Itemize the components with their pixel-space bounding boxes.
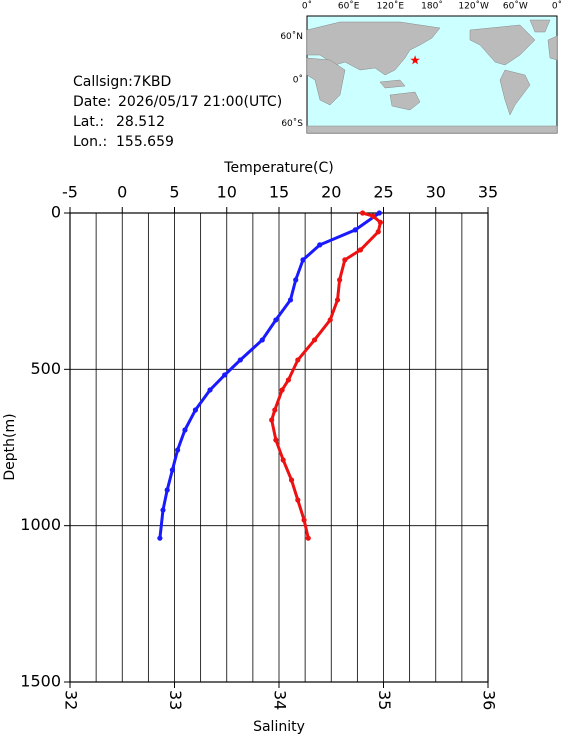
y-label: Depth(m) xyxy=(2,413,18,480)
profile-point xyxy=(288,477,295,483)
map xyxy=(306,15,558,134)
lon-label: Lon.: xyxy=(73,134,107,150)
y-tick-label: 1000 xyxy=(20,515,61,534)
x-tick-label: 36 xyxy=(480,690,499,710)
x-tick-label: 33 xyxy=(166,690,185,710)
x2-tick-label: 25 xyxy=(373,183,393,202)
profile-point xyxy=(300,257,306,263)
map-lon-label: 120˚W xyxy=(458,1,489,12)
profile-point xyxy=(279,387,285,393)
x2-tick-label: 20 xyxy=(321,183,341,202)
map-lon-label: 0˚ xyxy=(552,1,562,12)
lon: 155.659 xyxy=(116,134,174,150)
profile-point xyxy=(375,229,381,235)
x2-tick-label: 15 xyxy=(269,183,289,202)
profile-point xyxy=(273,437,279,443)
x2-tick-label: 10 xyxy=(217,183,237,202)
profile-point xyxy=(370,213,376,219)
profile-point xyxy=(259,337,265,343)
profile-point xyxy=(237,357,243,363)
lat-label: Lat.: xyxy=(73,114,104,130)
x-tick-label: 35 xyxy=(375,690,394,710)
profile-point xyxy=(272,407,278,413)
x-tick-label: 34 xyxy=(271,690,290,710)
map-lon-label: 180˚ xyxy=(421,1,443,12)
profile-point xyxy=(285,377,292,383)
profile-point xyxy=(357,247,364,253)
profile-point xyxy=(293,277,299,283)
x2-tick-label: 0 xyxy=(117,183,127,202)
profile-point xyxy=(337,277,343,283)
x2-tick-label: 5 xyxy=(169,183,179,202)
x2-tick-label: -5 xyxy=(62,183,78,202)
profile-point xyxy=(334,297,341,303)
map-lon-label: 60˚E xyxy=(338,1,360,12)
profile-point xyxy=(269,417,275,423)
profile-point xyxy=(160,507,166,513)
profile-point xyxy=(169,467,176,473)
profile-point xyxy=(182,427,188,433)
x-tick-label: 32 xyxy=(62,690,81,710)
map-lon-label: 120˚E xyxy=(377,1,405,12)
map-lon-label: 0˚ xyxy=(302,1,312,12)
map-lat-label: 60˚S xyxy=(281,118,303,129)
profile-point xyxy=(305,535,311,541)
profile-point xyxy=(192,407,198,413)
profile-point xyxy=(295,357,301,363)
date: 2026/05/17 21:00(UTC) xyxy=(118,94,282,110)
y-tick-label: 0 xyxy=(51,203,61,222)
x2-label: Temperature(C) xyxy=(223,160,333,176)
station-marker xyxy=(410,55,420,65)
info: Callsign:7KBD Date: 2026/05/17 21:00(UTC… xyxy=(73,74,282,150)
map-lat-label: 0˚ xyxy=(293,75,303,86)
map-lat-label: 60˚N xyxy=(280,31,303,42)
profile-point xyxy=(157,535,163,541)
date-label: Date: xyxy=(73,94,111,110)
profile-point xyxy=(207,387,213,393)
x2-tick-label: 30 xyxy=(426,183,446,202)
profile-point xyxy=(317,242,323,248)
profile-point xyxy=(327,317,333,323)
profile-point xyxy=(164,487,170,493)
profile-point xyxy=(175,447,181,453)
profile-point xyxy=(273,317,279,323)
x2-tick-label: 35 xyxy=(478,183,498,202)
lat: 28.512 xyxy=(116,114,165,130)
profile-point xyxy=(295,497,301,503)
profile-point xyxy=(360,210,366,216)
profile-point xyxy=(377,219,383,225)
profile-point xyxy=(222,372,228,378)
profile-point xyxy=(301,517,307,523)
y-tick-label: 1500 xyxy=(20,672,61,691)
profile-line xyxy=(270,211,383,539)
profile-line xyxy=(158,211,381,539)
profile-point xyxy=(280,457,286,463)
profile-point xyxy=(352,227,358,233)
profile-point xyxy=(287,297,294,303)
profile-point xyxy=(342,257,348,263)
callsign: Callsign:7KBD xyxy=(73,74,171,90)
y-tick-label: 500 xyxy=(30,359,61,378)
profile-point xyxy=(311,337,318,343)
land xyxy=(306,19,558,134)
profile-point xyxy=(376,210,382,216)
map-lon-label: 60˚W xyxy=(503,1,528,12)
x-label: Salinity xyxy=(253,719,305,735)
